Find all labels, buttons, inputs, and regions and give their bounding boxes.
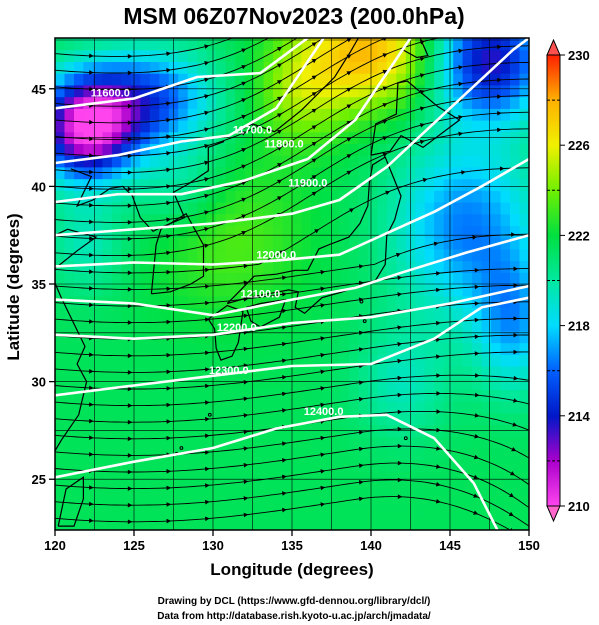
streamline bbox=[55, 78, 529, 207]
coastline bbox=[370, 80, 461, 156]
streamline bbox=[55, 268, 529, 307]
y-tick-label: 40 bbox=[32, 179, 46, 194]
streamline bbox=[55, 128, 529, 257]
coastline bbox=[226, 156, 402, 315]
x-axis-ticks: 120 125 130 135 140 145 150 bbox=[44, 530, 540, 553]
streamline-arrow bbox=[277, 30, 282, 34]
x-tick-label: 120 bbox=[44, 538, 66, 553]
grid-lines bbox=[55, 38, 529, 530]
island bbox=[207, 412, 212, 417]
colorbar-ticks: 210 214 218 222 226 230 bbox=[547, 48, 590, 514]
streamline bbox=[55, 233, 529, 290]
streamline bbox=[55, 374, 529, 407]
streamline bbox=[55, 445, 529, 486]
height-contour-label: 11700.0 bbox=[233, 125, 272, 137]
streamline-arrow bbox=[241, 32, 246, 36]
coastline bbox=[57, 476, 85, 527]
height-contour-label: 11600.0 bbox=[91, 88, 130, 100]
island bbox=[362, 319, 367, 324]
colorbar-tick-label: 230 bbox=[568, 48, 590, 63]
colorbar-tick-label: 218 bbox=[568, 319, 590, 334]
height-contour-label: 12400.0 bbox=[304, 406, 344, 418]
streamline bbox=[55, 392, 529, 423]
height-contour-11900 bbox=[55, 38, 529, 237]
streamline bbox=[55, 479, 529, 527]
island bbox=[403, 436, 408, 441]
streamline bbox=[55, 38, 353, 124]
x-tick-label: 135 bbox=[281, 538, 303, 553]
streamline bbox=[55, 167, 529, 274]
footer-credit-dcl: Drawing by DCL (https://www.gfd-dennou.o… bbox=[158, 596, 431, 607]
streamline bbox=[55, 428, 529, 459]
x-axis-label: Longitude (degrees) bbox=[210, 560, 373, 579]
streamline bbox=[55, 95, 529, 223]
y-tick-label: 30 bbox=[32, 375, 46, 390]
y-tick-label: 35 bbox=[32, 277, 46, 292]
streamline bbox=[55, 38, 325, 107]
coastline bbox=[122, 140, 225, 233]
streamline bbox=[55, 38, 234, 57]
height-contour-label: 11800.0 bbox=[265, 138, 304, 150]
streamline bbox=[55, 496, 512, 530]
streamline bbox=[55, 45, 529, 174]
streamline bbox=[55, 38, 387, 140]
coastline bbox=[245, 298, 287, 328]
x-tick-label: 140 bbox=[360, 538, 382, 553]
y-axis-label: Latitude (degrees) bbox=[4, 213, 23, 360]
x-tick-label: 125 bbox=[123, 538, 145, 553]
height-contour-11800 bbox=[55, 38, 412, 204]
footer-credit-data: Data from http://database.rish.kyoto-u.a… bbox=[157, 611, 431, 622]
height-contour-label: 12100.0 bbox=[241, 289, 281, 301]
streamline bbox=[55, 111, 529, 240]
colorbar-tick-label: 210 bbox=[568, 499, 590, 514]
streamline bbox=[55, 38, 441, 157]
height-contour-12100 bbox=[55, 233, 529, 317]
streamline-arrow bbox=[458, 32, 463, 37]
streamline bbox=[55, 38, 270, 74]
streamline bbox=[55, 351, 529, 390]
streamline-arrow bbox=[497, 28, 502, 33]
streamline bbox=[55, 61, 529, 190]
y-tick-label: 25 bbox=[32, 472, 46, 487]
x-tick-label: 150 bbox=[518, 538, 540, 553]
wind-streamlines bbox=[55, 28, 529, 530]
island bbox=[179, 446, 184, 450]
x-tick-label: 145 bbox=[439, 538, 461, 553]
height-contour-label: 12300.0 bbox=[209, 365, 249, 377]
height-contour-label: 12000.0 bbox=[256, 250, 296, 262]
streamline bbox=[55, 334, 529, 373]
colorbar-tick-label: 226 bbox=[568, 138, 590, 153]
colorbar-tick-label: 214 bbox=[568, 409, 590, 424]
colorbar-tick-label: 222 bbox=[568, 228, 590, 243]
y-axis-ticks: 25 30 35 40 45 bbox=[32, 82, 55, 487]
coastline bbox=[70, 168, 123, 207]
streamline bbox=[55, 462, 529, 509]
height-contour-label: 11900.0 bbox=[288, 177, 327, 189]
streamline bbox=[55, 284, 529, 324]
height-contour-12400 bbox=[55, 413, 499, 530]
coastline bbox=[402, 38, 429, 59]
coastline bbox=[150, 212, 205, 295]
y-tick-label: 45 bbox=[32, 82, 46, 97]
height-contour-11700 bbox=[55, 38, 325, 165]
height-contour-label: 12200.0 bbox=[217, 322, 257, 334]
height-contour-12200 bbox=[55, 284, 529, 341]
chart-title: MSM 06Z07Nov2023 (200.0hPa) bbox=[123, 3, 464, 29]
x-tick-label: 130 bbox=[202, 538, 224, 553]
colorbar: 210 214 218 222 226 230 bbox=[546, 38, 590, 523]
streamline bbox=[55, 317, 529, 357]
height-contour-12000 bbox=[55, 157, 529, 268]
height-contour-12300 bbox=[55, 296, 529, 397]
colorbar-max-arrow bbox=[546, 38, 561, 56]
colorbar-min-arrow bbox=[546, 505, 561, 523]
streamline bbox=[55, 38, 298, 91]
height-contour-11600 bbox=[55, 38, 309, 110]
